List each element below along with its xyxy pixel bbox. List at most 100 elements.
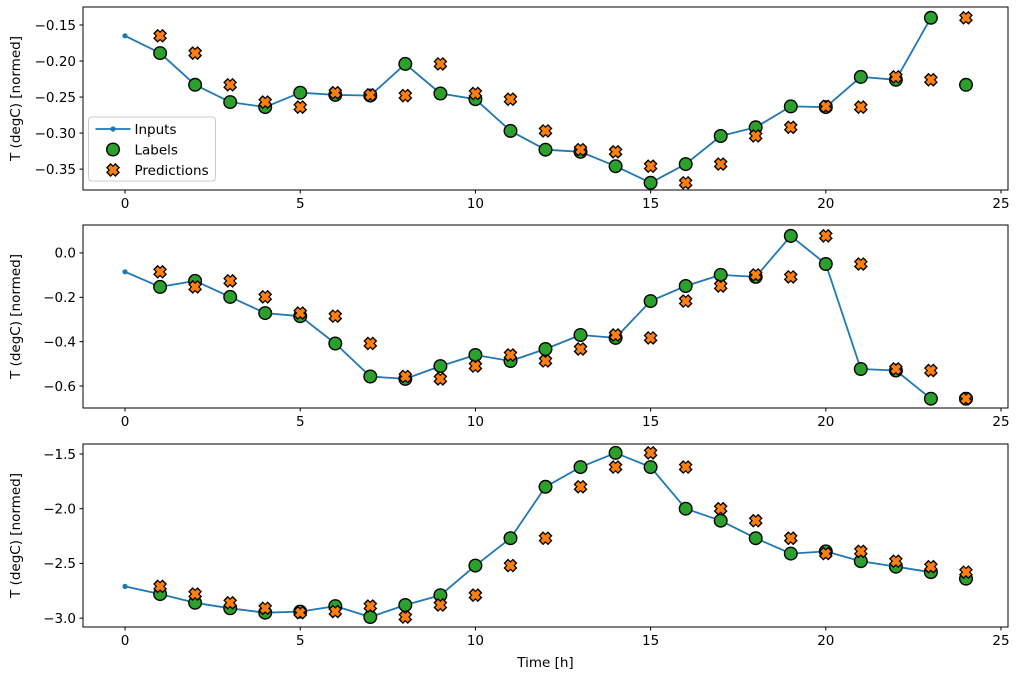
axes-frame: [82, 224, 1009, 409]
labels-marker: [783, 99, 798, 114]
x-tick-label: 0: [121, 414, 130, 430]
predictions-marker: [888, 361, 903, 376]
labels-marker: [818, 257, 833, 272]
labels-marker: [538, 142, 553, 157]
x-tick-label: 10: [467, 414, 484, 430]
y-tick-label: −0.25: [35, 90, 76, 106]
predictions-marker: [783, 531, 798, 546]
predictions-marker: [573, 479, 588, 494]
inputs-marker: [122, 269, 128, 275]
labels-marker: [363, 369, 378, 384]
predictions-marker: [608, 144, 623, 159]
labels-marker: [923, 391, 938, 406]
legend-label: Inputs: [135, 122, 177, 138]
predictions-marker: [818, 546, 833, 561]
predictions-marker: [643, 159, 658, 174]
x-tick-label: 15: [642, 414, 659, 430]
y-tick-label: −0.2: [43, 290, 76, 306]
labels-marker: [433, 588, 448, 603]
x-tick-label: 10: [467, 196, 484, 212]
labels-marker: [468, 558, 483, 573]
predictions-marker: [188, 587, 203, 602]
predictions-marker: [433, 56, 448, 71]
labels-marker: [153, 46, 168, 61]
y-tick-label: −2.0: [43, 501, 76, 517]
labels-marker: [713, 267, 728, 282]
predictions-marker: [783, 120, 798, 135]
predictions-marker: [643, 330, 658, 345]
predictions-marker: [188, 46, 203, 61]
labels-marker: [433, 86, 448, 101]
predictions-marker: [153, 579, 168, 594]
predictions-marker: [188, 279, 203, 294]
labels-marker: [433, 359, 448, 374]
x-tick-label: 20: [817, 196, 834, 212]
legend-label: Labels: [135, 142, 178, 158]
predictions-marker: [608, 460, 623, 475]
legend-entry-predictions: Predictions: [106, 163, 209, 179]
subplot-1: 0 5 10 15 20 25 −0.15 −0.20 −0.25 −0.30 −0.35 T (de…: [8, 6, 1010, 212]
predictions-marker: [923, 72, 938, 87]
predictions-marker: [328, 85, 343, 100]
predictions-marker: [923, 559, 938, 574]
labels-marker: [573, 328, 588, 343]
axes-frame: [82, 6, 1009, 191]
legend-label: Predictions: [135, 163, 209, 179]
predictions-marker: [678, 460, 693, 475]
predictions-marker: [398, 610, 413, 625]
predictions-marker: [223, 595, 238, 610]
predictions-marker: [748, 129, 763, 143]
predictions-marker: [888, 69, 903, 84]
labels-marker: [608, 445, 623, 460]
legend-dot-sample: [110, 126, 116, 132]
predictions-marker: [328, 309, 343, 324]
predictions-marker: [573, 342, 588, 356]
predictions-marker: [468, 86, 483, 101]
labels-marker: [713, 128, 728, 143]
predictions-marker: [643, 445, 658, 460]
labels-marker: [468, 348, 483, 363]
y-tick-label: −0.15: [35, 18, 76, 34]
y-axis-label: T (degC) [normed]: [8, 473, 24, 599]
labels-marker: [923, 10, 938, 25]
labels-marker: [748, 531, 763, 546]
predictions-marker: [678, 175, 693, 190]
x-tick-label: 25: [992, 196, 1009, 212]
x-tick-label: 0: [121, 196, 130, 212]
labels-marker: [503, 123, 518, 138]
labels-marker: [398, 598, 413, 613]
predictions-marker: [503, 558, 518, 573]
predictions-marker: [468, 588, 483, 603]
predictions-marker: [608, 328, 623, 342]
predictions-marker: [538, 354, 553, 368]
labels-marker: [678, 501, 693, 516]
predictions-marker: [573, 142, 588, 157]
predictions-marker: [363, 336, 378, 351]
y-tick-label: −0.35: [35, 162, 76, 178]
predictions-marker: [433, 598, 448, 612]
y-tick-label: −2.5: [43, 556, 76, 572]
predictions-marker: [363, 87, 378, 102]
predictions-marker: [538, 531, 553, 546]
labels-marker: [398, 56, 413, 71]
predictions-marker: [748, 267, 763, 282]
y-axis-label: T (degC) [normed]: [8, 36, 24, 162]
labels-marker: [503, 531, 518, 546]
labels-marker: [573, 460, 588, 475]
labels-marker: [188, 77, 203, 92]
predictions-marker: [958, 565, 973, 580]
labels-marker: [783, 546, 798, 561]
x-tick-label: 5: [296, 196, 305, 212]
predictions-marker: [853, 257, 868, 272]
labels-marker: [608, 159, 623, 174]
axes-frame: [82, 443, 1009, 628]
labels-marker: [713, 513, 728, 528]
predictions-marker: [293, 605, 308, 620]
y-tick-label: −0.30: [35, 126, 76, 142]
x-tick-label: 5: [296, 633, 305, 649]
x-tick-label: 20: [817, 633, 834, 649]
x-tick-label: 0: [121, 633, 130, 649]
predictions-marker: [328, 604, 343, 619]
predictions-marker: [223, 273, 238, 288]
